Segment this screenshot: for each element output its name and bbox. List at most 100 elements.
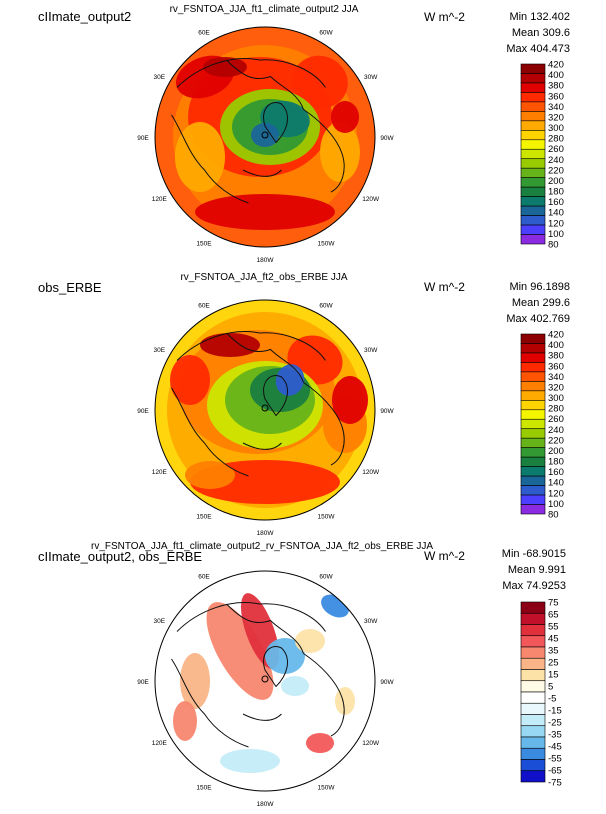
polar-map: 30E 30W 60E 60W 90E 90W 120E 120W 150E 150W 180W 75… <box>137 570 562 808</box>
colorbar-label: 100 <box>548 499 564 510</box>
coastline <box>176 602 326 632</box>
field-region <box>251 123 279 147</box>
polar-map: 30E 30W 60E 60W 90E 90W 120E 120W 150E 150W 180W 42… <box>137 299 564 537</box>
stat-mean: Mean 309.6 <box>511 27 570 39</box>
colorbar-label: 320 <box>548 112 564 123</box>
colorbar-swatch <box>520 456 546 467</box>
lon-label: 90E <box>137 408 149 415</box>
colorbar-label: 360 <box>548 91 564 102</box>
field-region <box>195 194 335 230</box>
colorbar-label: 240 <box>548 425 564 436</box>
field-region <box>220 749 280 773</box>
lon-label: 30W <box>364 74 378 81</box>
map-border <box>154 26 376 248</box>
colorbar-swatch <box>520 63 546 74</box>
colorbar-label: 420 <box>548 60 564 71</box>
stat-max: Max 74.9253 <box>502 580 566 592</box>
colorbar-swatch <box>520 139 546 150</box>
field-region <box>173 701 197 741</box>
colorbar-label: 160 <box>548 197 564 208</box>
colorbar-label: -75 <box>548 778 562 789</box>
coastline <box>303 109 345 193</box>
colorbar-swatch <box>520 485 546 496</box>
map-field <box>155 571 375 791</box>
stat-max: Max 402.769 <box>506 313 570 325</box>
colorbar-swatch <box>520 759 546 772</box>
plot-panel-2: obs_ERBE rv_FSNTOA_JJA_ft2_obs_ERBE JJA … <box>0 272 606 544</box>
lon-label: 60W <box>319 302 333 309</box>
field-region <box>306 733 334 753</box>
lon-label: 150W <box>318 785 336 792</box>
colorbar-label: 300 <box>548 123 564 134</box>
units-label: W m^-2 <box>424 280 465 294</box>
lon-label: 150E <box>196 241 212 248</box>
colorbar-swatch <box>520 409 546 420</box>
colorbar-label: 400 <box>548 340 564 351</box>
colorbar-swatch <box>520 234 546 245</box>
colorbar-swatch <box>520 371 546 382</box>
field-region <box>320 122 360 182</box>
lon-label: 120E <box>152 469 168 476</box>
lon-label: 90W <box>380 408 394 415</box>
stats-box: Min -68.9015 Mean 9.991 Max 74.9253 <box>502 546 566 594</box>
lon-label: 150W <box>318 241 336 248</box>
pole-marker <box>261 404 269 412</box>
colorbar-label: 65 <box>548 610 559 621</box>
colorbar <box>520 63 546 245</box>
colorbar-swatch <box>520 400 546 411</box>
coastline <box>242 713 282 721</box>
lon-label: 180W <box>257 801 275 808</box>
lon-label: 60E <box>198 573 210 580</box>
colorbar-label: 220 <box>548 165 564 176</box>
lon-label: 30E <box>154 74 166 81</box>
case-name: cIImate_output2, obs_ERBE <box>38 549 203 564</box>
stats-box: Min 96.1898 Mean 299.6 Max 402.769 <box>506 279 570 327</box>
colorbar-label: 180 <box>548 457 564 468</box>
coastline <box>176 58 326 88</box>
colorbar-label: 15 <box>548 670 559 681</box>
colorbar-label: 380 <box>548 351 564 362</box>
colorbar-label: 55 <box>548 622 559 633</box>
colorbar-label: 140 <box>548 478 564 489</box>
colorbar-label: 25 <box>548 658 559 669</box>
coastline <box>226 59 304 110</box>
colorbar-label: 300 <box>548 393 564 404</box>
colorbar-swatch <box>520 120 546 131</box>
plot-title: rv_FSNTOA_JJA_ft2_obs_ERBE JJA <box>180 272 348 283</box>
colorbar-label: -15 <box>548 706 562 717</box>
map-border <box>154 299 376 521</box>
coastline <box>303 382 345 466</box>
colorbar-swatch <box>520 101 546 112</box>
lon-label: 60E <box>198 29 210 36</box>
colorbar-swatch <box>520 130 546 141</box>
colorbar-label: -45 <box>548 742 562 753</box>
colorbar-swatch <box>520 92 546 103</box>
colorbar-swatch <box>520 646 546 659</box>
field-region <box>206 602 274 700</box>
colorbar-label: 80 <box>548 510 559 521</box>
colorbar <box>520 333 546 515</box>
colorbar-swatch <box>520 224 546 235</box>
colorbar-swatch <box>520 362 546 373</box>
colorbar-swatch <box>520 747 546 760</box>
field-region <box>335 687 355 715</box>
lon-label: 30E <box>154 347 166 354</box>
units-label: W m^-2 <box>424 10 465 24</box>
colorbar-swatch <box>520 612 546 625</box>
colorbar-label: 75 <box>548 598 559 609</box>
colorbar-swatch <box>520 714 546 727</box>
colorbar-swatch <box>520 148 546 160</box>
colorbar-label: 45 <box>548 634 559 645</box>
colorbar-swatch <box>520 702 546 715</box>
coastline <box>226 332 304 383</box>
colorbar-swatch <box>520 466 546 477</box>
coastline <box>176 331 326 361</box>
lon-label: 150E <box>196 514 212 521</box>
colorbar-swatch <box>520 657 546 670</box>
field-region <box>175 122 225 192</box>
colorbar-swatch <box>520 770 546 783</box>
lon-label: 90E <box>137 135 149 142</box>
colorbar-label: -35 <box>548 730 562 741</box>
colorbar-swatch <box>520 725 546 738</box>
colorbar-swatch <box>520 691 546 704</box>
